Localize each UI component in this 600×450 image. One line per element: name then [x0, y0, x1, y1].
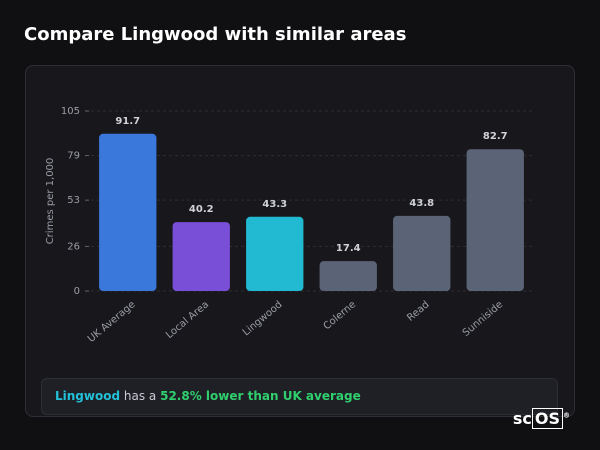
value-label: 43.8 [409, 198, 434, 209]
x-tick-label: Sunniside [461, 299, 505, 339]
x-tick-label: Read [405, 299, 431, 324]
page-title: Compare Lingwood with similar areas [24, 24, 407, 45]
logo-prefix: sc [512, 409, 532, 428]
y-tick-label: 79 [67, 151, 80, 162]
bar [99, 133, 157, 291]
y-tick-label: 105 [61, 106, 80, 117]
value-label: 40.2 [189, 204, 214, 215]
y-axis-title: Crimes per 1,000 [45, 158, 56, 245]
bar [466, 149, 524, 291]
value-label: 91.7 [115, 116, 140, 127]
x-tick-label: Local Area [164, 299, 211, 341]
x-tick-label: UK Average [86, 299, 138, 345]
summary-text: has a [123, 389, 157, 403]
summary: Lingwood has a 52.8% lower than UK avera… [41, 378, 558, 415]
bar [172, 222, 230, 291]
bar [246, 216, 304, 291]
summary-area: Lingwood [55, 389, 121, 403]
y-tick-label: 53 [67, 195, 80, 206]
value-label: 82.7 [483, 131, 508, 142]
logo: sc OS ® [512, 408, 570, 429]
summary-highlight: 52.8% lower than UK average [160, 389, 361, 403]
value-label: 43.3 [262, 199, 287, 210]
bar [319, 261, 377, 291]
bar [393, 215, 451, 291]
logo-box: OS [531, 408, 563, 429]
value-label: 17.4 [336, 243, 361, 254]
y-tick-label: 26 [67, 241, 80, 252]
logo-mark: ® [563, 411, 570, 420]
x-tick-label: Lingwood [241, 299, 285, 338]
x-tick-label: Colerne [322, 299, 359, 332]
y-tick-label: 0 [74, 286, 80, 297]
